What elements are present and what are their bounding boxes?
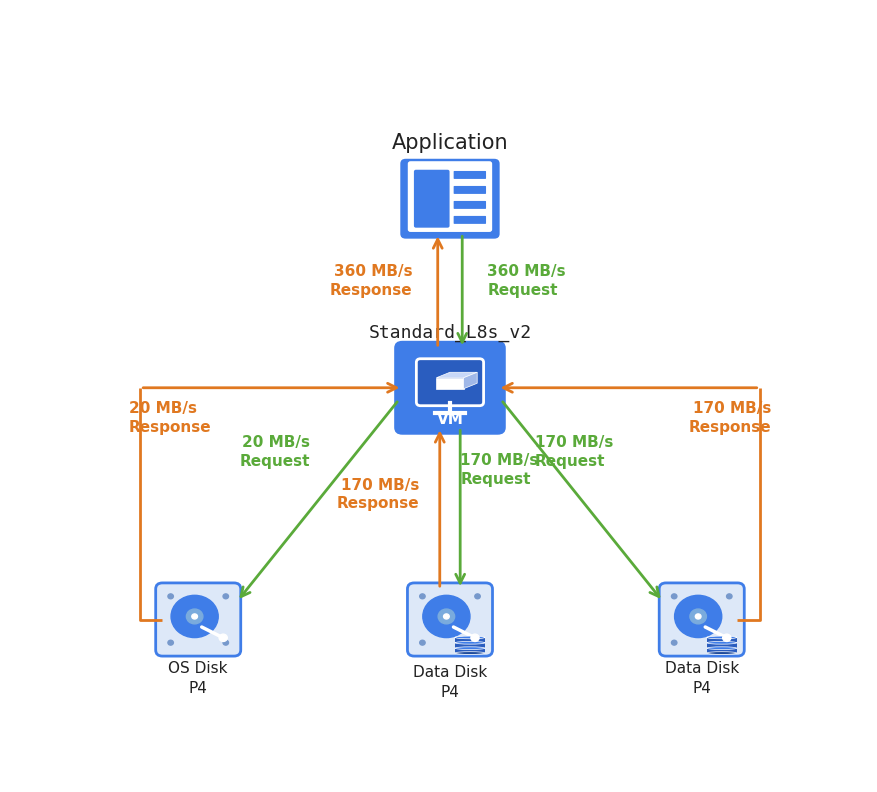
Circle shape xyxy=(722,634,730,642)
FancyBboxPatch shape xyxy=(155,583,240,656)
Ellipse shape xyxy=(454,652,484,654)
FancyBboxPatch shape xyxy=(454,638,484,642)
Text: 170 MB/s
Response: 170 MB/s Response xyxy=(688,402,770,435)
FancyBboxPatch shape xyxy=(706,638,736,642)
Circle shape xyxy=(726,640,731,645)
Circle shape xyxy=(219,634,227,642)
Ellipse shape xyxy=(454,642,484,644)
Ellipse shape xyxy=(706,636,736,639)
Circle shape xyxy=(171,596,218,638)
Polygon shape xyxy=(436,378,463,389)
Circle shape xyxy=(168,640,173,645)
Text: VM: VM xyxy=(436,412,463,427)
Text: OS Disk
P4: OS Disk P4 xyxy=(168,661,228,695)
Circle shape xyxy=(474,594,480,599)
Circle shape xyxy=(689,609,706,624)
Text: Data Disk
P4: Data Disk P4 xyxy=(412,665,487,700)
Circle shape xyxy=(191,614,197,619)
Circle shape xyxy=(726,594,731,599)
Polygon shape xyxy=(436,372,477,378)
FancyBboxPatch shape xyxy=(453,186,486,194)
FancyBboxPatch shape xyxy=(416,359,483,406)
Ellipse shape xyxy=(454,636,484,639)
Text: 170 MB/s
Request: 170 MB/s Request xyxy=(460,453,538,487)
FancyBboxPatch shape xyxy=(407,583,492,656)
FancyBboxPatch shape xyxy=(453,216,486,224)
FancyBboxPatch shape xyxy=(394,341,505,435)
Circle shape xyxy=(419,640,424,645)
Circle shape xyxy=(443,614,449,619)
FancyBboxPatch shape xyxy=(453,171,486,179)
Text: 360 MB/s
Request: 360 MB/s Request xyxy=(487,265,566,298)
Text: Standard_L8s_v2: Standard_L8s_v2 xyxy=(368,324,531,342)
Circle shape xyxy=(695,614,700,619)
Text: 20 MB/s
Request: 20 MB/s Request xyxy=(239,435,310,469)
Circle shape xyxy=(423,596,469,638)
Ellipse shape xyxy=(706,652,736,654)
FancyBboxPatch shape xyxy=(659,583,744,656)
Text: 170 MB/s
Request: 170 MB/s Request xyxy=(534,435,613,469)
Circle shape xyxy=(419,594,424,599)
Circle shape xyxy=(671,594,676,599)
Polygon shape xyxy=(463,372,477,389)
Ellipse shape xyxy=(706,642,736,644)
Text: 20 MB/s
Response: 20 MB/s Response xyxy=(129,402,211,435)
Circle shape xyxy=(470,634,479,642)
Text: Application: Application xyxy=(391,133,508,153)
Circle shape xyxy=(186,609,203,624)
FancyBboxPatch shape xyxy=(413,169,449,227)
Text: 360 MB/s
Response: 360 MB/s Response xyxy=(330,265,412,298)
FancyBboxPatch shape xyxy=(407,162,492,232)
FancyBboxPatch shape xyxy=(706,648,736,653)
Circle shape xyxy=(223,640,228,645)
FancyBboxPatch shape xyxy=(706,643,736,648)
FancyBboxPatch shape xyxy=(453,201,486,209)
Ellipse shape xyxy=(454,647,484,649)
FancyBboxPatch shape xyxy=(400,158,499,238)
Circle shape xyxy=(168,594,173,599)
Text: 170 MB/s
Response: 170 MB/s Response xyxy=(337,478,419,512)
Circle shape xyxy=(671,640,676,645)
Ellipse shape xyxy=(706,647,736,649)
Circle shape xyxy=(223,594,228,599)
Circle shape xyxy=(474,640,480,645)
FancyBboxPatch shape xyxy=(454,648,484,653)
Text: Data Disk
P4: Data Disk P4 xyxy=(664,661,738,695)
FancyBboxPatch shape xyxy=(454,643,484,648)
Circle shape xyxy=(438,609,454,624)
Circle shape xyxy=(674,596,721,638)
